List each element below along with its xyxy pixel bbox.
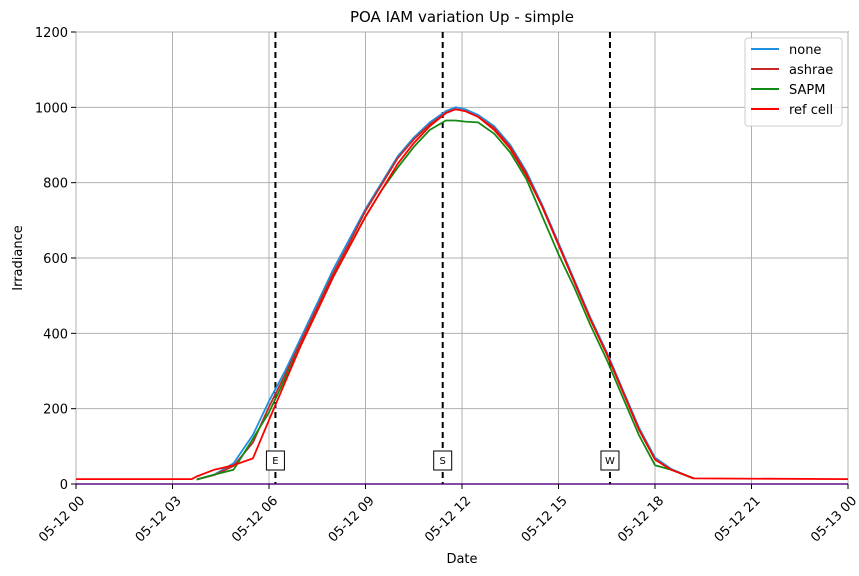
x-tick-label: 05-12 15	[519, 494, 571, 546]
series-line-ashrae	[196, 108, 694, 481]
legend-label: ref cell	[789, 103, 833, 118]
y-tick-label: 1200	[35, 26, 68, 41]
series-line-ref-cell	[76, 108, 849, 481]
legend-box	[744, 37, 843, 127]
marker-box-e	[265, 450, 285, 471]
x-axis-label: Date	[446, 552, 477, 567]
grid	[75, 31, 849, 485]
y-tick-label: 400	[43, 327, 68, 342]
plot-area: 05-12 00 05-12 03 05-12 06 05-12 09 05-12 12…	[35, 26, 859, 546]
y-tick-label: 1000	[35, 101, 68, 116]
y-tick-label: 0	[60, 478, 68, 493]
marker-box-s	[433, 450, 453, 471]
legend-label: none	[789, 43, 821, 58]
series-lines	[76, 106, 849, 481]
marker-label-w: W	[605, 456, 615, 467]
y-tick-label: 200	[43, 403, 68, 418]
x-tick-label: 05-12 09	[326, 494, 378, 546]
series-line-sapm	[196, 119, 694, 481]
series-line-none	[196, 106, 694, 481]
legend: none ashrae SAPM ref cell	[744, 37, 843, 127]
x-tick-label: 05-12 18	[615, 494, 667, 546]
x-tick-label: 05-12 00	[36, 494, 88, 546]
y-tick-label: 600	[43, 252, 68, 267]
y-axis-label: Irradiance	[11, 225, 26, 290]
marker-box-w	[600, 450, 620, 471]
x-tick-label: 05-13 00	[808, 494, 859, 546]
x-tick-label: 05-12 21	[712, 494, 764, 546]
x-tick-label: 05-12 12	[422, 494, 474, 546]
x-tick-label: 05-12 03	[133, 494, 185, 546]
marker-label-s: S	[440, 456, 446, 467]
chart-title: POA IAM variation Up - simple	[350, 8, 574, 26]
legend-label: SAPM	[789, 83, 825, 98]
x-tick-label: 05-12 06	[229, 494, 281, 546]
legend-label: ashrae	[789, 63, 833, 78]
y-tick-label: 800	[43, 177, 68, 192]
marker-label-e: E	[272, 456, 278, 467]
